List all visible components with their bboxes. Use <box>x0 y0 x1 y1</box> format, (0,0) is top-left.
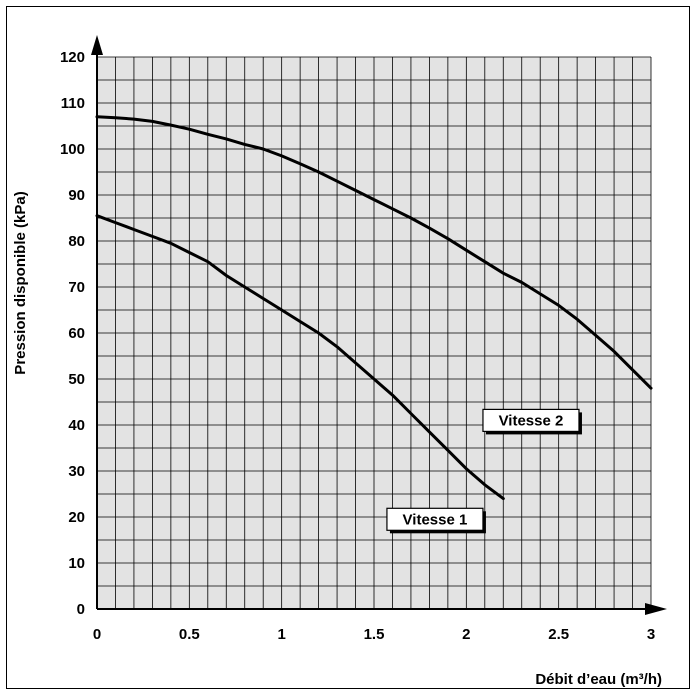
x-tick-label: 0.5 <box>179 626 200 643</box>
y-tick-label: 50 <box>68 371 85 388</box>
x-tick-label: 1 <box>277 626 285 643</box>
y-tick-label: 90 <box>68 187 85 204</box>
y-axis-title: Pression disponible (kPa) <box>12 191 29 374</box>
series-annotations: Vitesse 2 Vitesse 1 <box>386 408 582 534</box>
y-tick-labels: 0 10 20 30 40 50 60 70 80 90 100 110 120 <box>60 49 85 618</box>
series-line-vitesse-2 <box>95 115 653 390</box>
y-tick-label: 20 <box>68 509 85 526</box>
y-tick-label: 60 <box>68 325 85 342</box>
label-box-vitesse-2 <box>482 408 580 432</box>
y-tick-label: 70 <box>68 279 85 296</box>
x-axis-title: Débit d’eau (m³/h) <box>535 671 662 688</box>
x-tick-labels: 0 0.5 1 1.5 2 2.5 3 <box>93 626 655 643</box>
x-tick-label: 2 <box>462 626 470 643</box>
x-tick-label: 3 <box>647 626 655 643</box>
y-tick-label: 120 <box>60 49 85 66</box>
axes <box>91 35 667 615</box>
x-tick-label: 1.5 <box>364 626 385 643</box>
y-tick-label: 30 <box>68 463 85 480</box>
series-label-vitesse-1: Vitesse 1 <box>403 511 468 528</box>
y-tick-label: 110 <box>61 95 85 112</box>
x-axis-arrow <box>645 603 667 615</box>
y-tick-label: 40 <box>68 417 85 434</box>
series-label-vitesse-2: Vitesse 2 <box>499 412 564 429</box>
y-tick-label: 0 <box>77 601 85 618</box>
series-lines <box>95 115 653 501</box>
y-tick-label: 100 <box>60 141 85 158</box>
series-line-vitesse-1 <box>95 214 505 501</box>
y-tick-label: 10 <box>68 555 85 572</box>
y-axis-arrow <box>91 35 103 55</box>
y-tick-label: 80 <box>68 233 85 250</box>
x-tick-label: 0 <box>93 626 101 643</box>
label-box-vitesse-1 <box>386 507 484 531</box>
x-tick-label: 2.5 <box>548 626 569 643</box>
